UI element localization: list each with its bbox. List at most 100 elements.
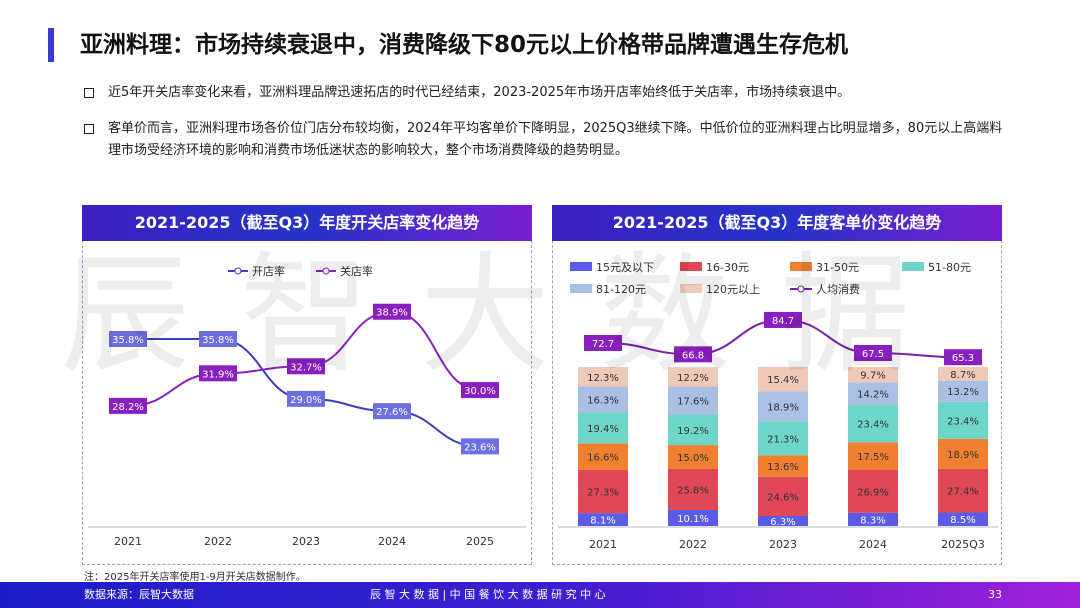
bar-segment — [938, 438, 988, 469]
legend-swatch — [680, 262, 702, 271]
bar-label: 27.3% — [587, 487, 619, 498]
bar-label: 19.2% — [677, 426, 709, 437]
bar-label: 13.6% — [767, 462, 799, 473]
bar-segment — [848, 470, 898, 513]
bar-segment — [758, 515, 808, 526]
avg-spend-label: 65.3 — [952, 353, 974, 364]
footer-center: 辰 智 大 数 据 | 中 国 餐 饮 大 数 据 研 究 中 心 — [370, 588, 606, 601]
data-label: 38.9% — [376, 308, 408, 319]
bar-label: 19.4% — [587, 424, 619, 435]
data-label-bg — [109, 397, 147, 414]
bar-segment — [938, 380, 988, 402]
bar-label: 9.7% — [860, 371, 885, 382]
legend-swatch — [680, 284, 702, 293]
bar-label: 16.6% — [587, 453, 619, 464]
data-label-bg — [461, 382, 499, 399]
data-label-bg — [109, 331, 147, 347]
bullet-1: 近5年开关店率变化来看，亚洲料理品牌迅速拓店的时代已经结束，2023-2025年… — [84, 82, 1004, 104]
data-label-bg — [461, 438, 499, 455]
legend-label: 关店率 — [340, 264, 373, 278]
bar-label: 17.5% — [857, 452, 889, 463]
legend-label: 16-30元 — [706, 261, 749, 274]
page-title: 亚洲料理：市场持续衰退中，消费降级下80元以上价格带品牌遭遇生存危机 — [80, 32, 849, 58]
avg-spend-label: 72.7 — [592, 339, 614, 350]
data-label: 28.2% — [112, 402, 144, 413]
bar-segment — [758, 391, 808, 422]
x-tick-label: 2023 — [292, 535, 320, 548]
x-tick-label: 2023 — [769, 538, 797, 551]
avg-spend-label-bg — [674, 346, 712, 363]
avg-spend-label: 67.5 — [862, 349, 884, 360]
legend-label: 31-50元 — [816, 261, 859, 274]
data-label: 35.8% — [202, 335, 234, 346]
bar-label: 8.5% — [950, 515, 975, 526]
x-tick-label: 2021 — [114, 535, 142, 548]
bar-segment — [758, 455, 808, 477]
legend-label: 120元以上 — [706, 283, 760, 296]
bar-label: 8.3% — [860, 515, 885, 526]
bar-segment — [758, 421, 808, 456]
footer-source: 数据来源：辰智大数据 — [84, 588, 194, 601]
x-tick-label: 2024 — [378, 535, 406, 548]
bar-segment — [668, 367, 718, 387]
bar-segment — [758, 366, 808, 392]
data-label: 31.9% — [202, 369, 234, 380]
legend-label: 81-120元 — [596, 283, 646, 296]
bar-label: 26.9% — [857, 487, 889, 498]
bar-segment — [578, 386, 628, 413]
bar-segment — [578, 513, 628, 526]
x-tick-label: 2024 — [859, 538, 887, 551]
footer: 数据来源：辰智大数据 辰 智 大 数 据 | 中 国 餐 饮 大 数 据 研 究… — [0, 582, 1080, 608]
bar-segment — [938, 468, 988, 513]
bar-segment — [848, 442, 898, 471]
legend-label: 人均消费 — [816, 282, 860, 296]
legend-label: 15元及以下 — [596, 261, 654, 274]
bar-segment — [848, 382, 898, 406]
data-label: 30.0% — [464, 386, 496, 397]
x-tick-label: 2025Q3 — [941, 538, 985, 551]
right-chart-title: 2021-2025（截至Q3）年度客单价变化趋势 — [552, 205, 1002, 241]
bullet-text: 近5年开关店率变化来看，亚洲料理品牌迅速拓店的时代已经结束，2023-2025年… — [108, 85, 851, 100]
data-label-bg — [373, 303, 411, 320]
bar-label: 25.8% — [677, 485, 709, 496]
bar-label: 15.4% — [767, 375, 799, 386]
bar-label: 12.3% — [587, 373, 619, 384]
avg-spend-label-bg — [584, 335, 622, 351]
bar-segment — [668, 414, 718, 446]
bar-label: 23.4% — [857, 420, 889, 431]
bar-segment — [668, 386, 718, 415]
bar-label: 23.4% — [947, 416, 979, 427]
avg-spend-label: 84.7 — [772, 316, 794, 327]
bar-segment — [758, 476, 808, 516]
avg-spend-label-bg — [944, 349, 982, 366]
x-tick-label: 2025 — [466, 535, 494, 548]
avg-spend-label-bg — [764, 311, 802, 328]
bar-segment — [668, 445, 718, 469]
title-accent-bar — [48, 28, 54, 62]
legend-swatch — [790, 262, 812, 271]
data-label: 27.6% — [376, 407, 408, 418]
legend-label: 51-80元 — [928, 261, 971, 274]
x-tick-label: 2022 — [204, 535, 232, 548]
data-label-bg — [287, 390, 325, 407]
bar-segment — [938, 512, 988, 526]
legend-label: 开店率 — [252, 264, 285, 278]
data-label: 29.0% — [290, 395, 322, 406]
bar-segment — [578, 412, 628, 444]
bullet-2: 客单价而言，亚洲料理市场各价位门店分布较均衡，2024年平均客单价下降明显，20… — [84, 118, 1004, 162]
bar-label: 14.2% — [857, 390, 889, 401]
left-chart-title: 2021-2025（截至Q3）年度开关店率变化趋势 — [82, 205, 532, 241]
legend-marker — [797, 285, 805, 293]
legend-swatch — [570, 284, 592, 293]
bar-segment — [848, 512, 898, 526]
bar-segment — [578, 469, 628, 514]
bullet-text: 客单价而言，亚洲料理市场各价位门店分布较均衡，2024年平均客单价下降明显，20… — [108, 121, 1003, 158]
x-tick-label: 2021 — [589, 538, 617, 551]
checkbox-bullet-icon — [84, 124, 94, 134]
bar-label: 6.3% — [770, 517, 795, 528]
legend-marker-0 — [234, 267, 242, 275]
bar-segment — [578, 443, 628, 470]
page-number: 33 — [988, 588, 1002, 601]
legend-swatch — [570, 262, 592, 271]
